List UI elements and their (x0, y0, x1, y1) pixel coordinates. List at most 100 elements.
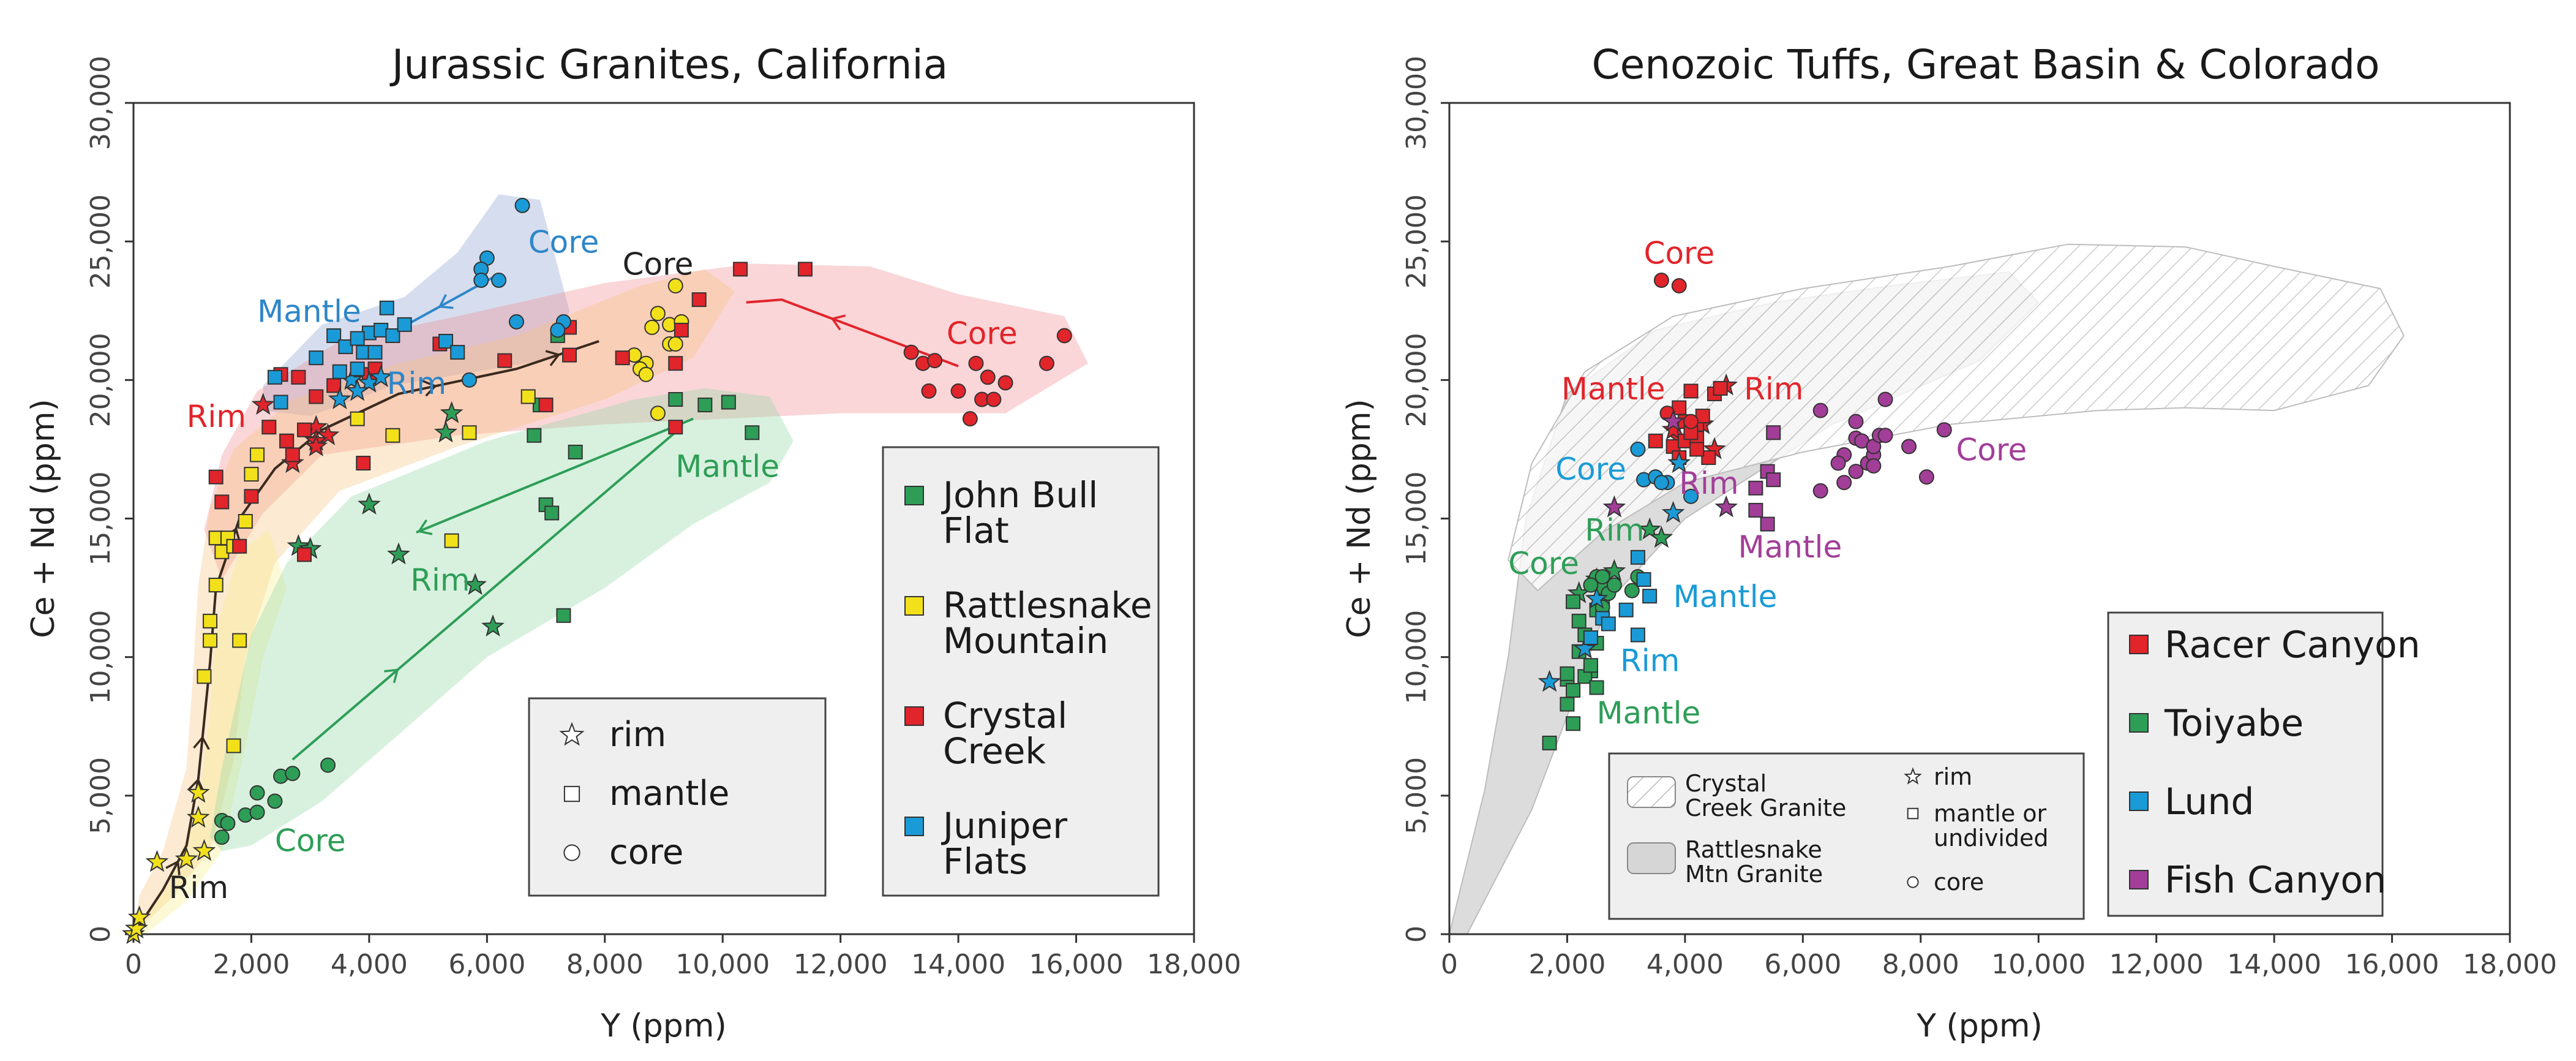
legend-swatch-john-bull-flat (904, 486, 924, 505)
point-rattlesnake-mountain-core (644, 319, 660, 335)
point-crystal-creek-core (986, 391, 1002, 407)
point-john-bull-flat-core (249, 804, 265, 820)
legend-field-label: Crystal (1685, 770, 1767, 797)
annotation-core: Core (275, 823, 346, 858)
yellow-tail-field (133, 529, 287, 934)
point-crystal-creek-mantle (562, 347, 577, 363)
point-fish-canyon-core (1836, 475, 1852, 491)
y-axis-label: Ce + Nd (ppm) (1341, 399, 1378, 638)
legend-label-rim: rim (609, 715, 666, 755)
point-juniper-flats-mantle (350, 331, 365, 346)
series-juniper-flats-mantle (267, 300, 465, 410)
point-crystal-creek-core (968, 355, 984, 371)
legend-label-rattlesnake-mountain: Rattlesnake (943, 584, 1152, 626)
point-toiyabe-rim (1602, 559, 1626, 581)
y-axis-label: Ce + Nd (ppm) (25, 399, 62, 638)
point-racer-canyon-core (1671, 278, 1687, 294)
point-toiyabe-mantle (1566, 594, 1581, 610)
point-fish-canyon-core (1901, 439, 1917, 455)
point-fish-canyon-core (1812, 402, 1828, 418)
point-juniper-flats-mantle (385, 328, 400, 343)
legend-label-juniper-flats: Juniper (941, 805, 1067, 847)
series-fish-canyon-rim (1602, 409, 1738, 518)
crystal-field (204, 263, 1088, 580)
point-toiyabe-rim (1650, 526, 1673, 548)
legend-marker-label: undivided (1934, 825, 2049, 851)
point-crystal-creek-mantle (497, 353, 513, 368)
annotation-mantle: Mantle (675, 449, 779, 485)
point-crystal-creek-mantle (538, 398, 554, 413)
series-rattlesnake-mountain-core (626, 278, 689, 421)
x-tick-label: 14,000 (911, 949, 1005, 980)
point-fish-canyon-core (1830, 455, 1846, 471)
legend-label-crystal-creek: Crystal (943, 695, 1067, 736)
point-john-bull-flat-mantle (697, 398, 713, 413)
point-john-bull-flat-core (214, 829, 230, 845)
color-legend-box (2107, 611, 2384, 917)
point-toiyabe-mantle (1583, 658, 1598, 673)
point-juniper-flats-core (491, 272, 507, 288)
point-racer-canyon-mantle (1689, 442, 1705, 457)
point-rattlesnake-mountain-core (650, 406, 666, 421)
point-fish-canyon-core (1877, 428, 1893, 444)
y-tick-label: 10,000 (85, 610, 116, 704)
point-crystal-creek-mantle (244, 489, 259, 504)
point-fish-canyon-core (1848, 464, 1864, 480)
juniper-trend-line-arrow (438, 294, 454, 309)
yellow-trend-line-arrow (422, 380, 437, 397)
yellow-trend-line-arrow (165, 860, 181, 875)
point-juniper-flats-core (473, 272, 489, 288)
legend-marker-star (1904, 767, 1922, 785)
x-tick-label: 18,000 (1147, 949, 1241, 980)
point-crystal-creek-mantle (615, 350, 630, 366)
point-crystal-creek-core (950, 383, 966, 399)
point-juniper-flats-mantle (367, 345, 383, 360)
data-points (1538, 272, 1952, 750)
point-racer-canyon-mantle (1683, 383, 1699, 399)
point-crystal-creek-core (1056, 328, 1072, 344)
yellow-trend-line-arrow (193, 735, 210, 750)
y-tick-label: 10,000 (1401, 610, 1432, 704)
john-bull-up-line (291, 426, 683, 761)
annotation-mantle: Mantle (1597, 695, 1701, 731)
y-tick-label: 30,000 (1401, 56, 1432, 150)
series-fish-canyon-mantle (1748, 425, 1781, 532)
x-tick-label: 4,000 (331, 949, 408, 980)
point-racer-canyon-mantle (1713, 380, 1728, 396)
point-rattlesnake-mountain-mantle (350, 411, 365, 426)
point-juniper-flats-mantle (438, 334, 453, 349)
point-crystal-creek-core (1038, 355, 1054, 371)
point-fish-canyon-core (1877, 391, 1893, 407)
legend-label-racer-canyon: Racer Canyon (2165, 624, 2420, 666)
annotations: Core Mantle Rim Core Core Rim Mantle Rim Core Rim (169, 224, 1018, 905)
x-tick-label: 8,000 (1882, 949, 1959, 980)
point-rattlesnake-mountain-mantle (244, 467, 259, 482)
y-tick-label: 5,000 (1401, 757, 1432, 834)
series-racer-canyon-core (1653, 272, 1699, 429)
annotation-core: Core (947, 316, 1018, 352)
point-toiyabe-mantle (1566, 716, 1581, 731)
x-tick-label: 10,000 (1991, 949, 2086, 980)
point-fish-canyon-rim (1661, 409, 1685, 432)
x-axis-label: Y (ppm) (1916, 1008, 2043, 1044)
point-rattlesnake-mountain-core (667, 278, 683, 294)
point-juniper-flats-mantle (309, 350, 324, 366)
point-crystal-creek-mantle (668, 356, 683, 371)
point-rattlesnake-mountain-mantle (226, 738, 241, 753)
point-rattlesnake-mountain-mantle (208, 578, 223, 593)
legend-label-core: core (609, 833, 683, 872)
point-rattlesnake-mountain-rim (192, 839, 216, 861)
yellow-trend-line-arrow (545, 350, 561, 366)
chart-title: Jurassic Granites, California (389, 41, 948, 88)
point-crystal-creek-mantle (214, 494, 230, 510)
legend-swatch-crystal-creek (904, 706, 924, 726)
point-rattlesnake-mountain-mantle (232, 633, 247, 648)
y-tick-label: 20,000 (1401, 333, 1432, 427)
point-fish-canyon-mantle (1748, 480, 1763, 496)
annotation-core: Core (528, 224, 599, 260)
point-crystal-creek-core (903, 344, 919, 360)
point-crystal-creek-mantle (291, 369, 306, 385)
point-john-bull-flat-mantle (668, 391, 683, 407)
